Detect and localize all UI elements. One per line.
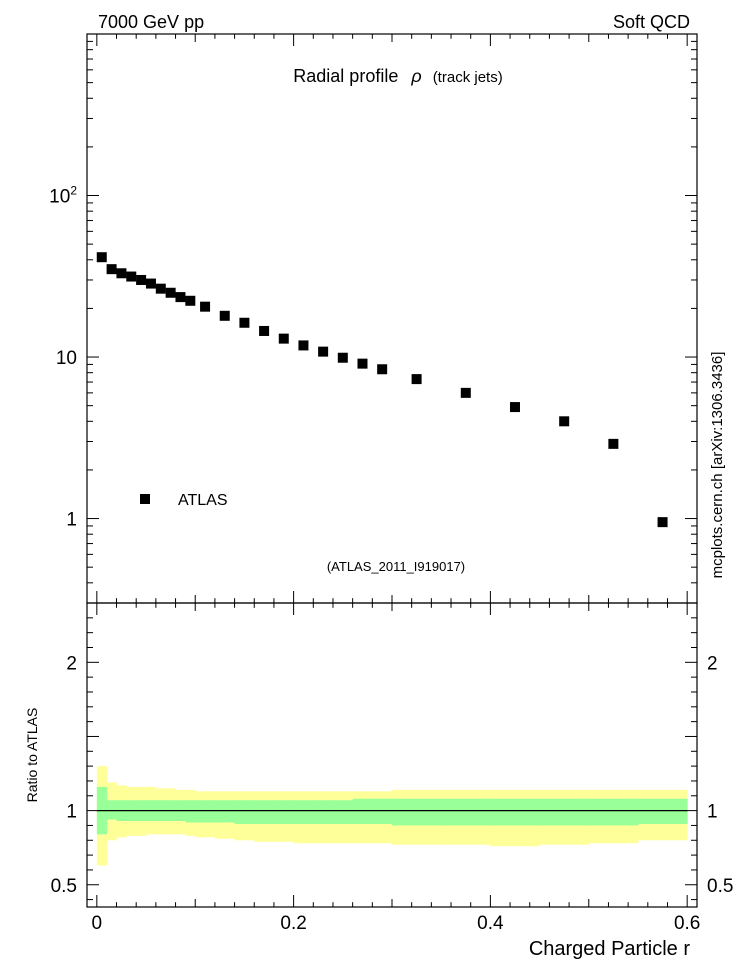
- data-point: [239, 317, 250, 328]
- ratio-y-ticks: 0.5 0.5 1 1 2 2: [51, 617, 733, 901]
- ratio-y-tick-label-right: 0.5: [707, 876, 733, 897]
- main-y-ticks: 1 10 102: [49, 40, 697, 604]
- ratio-band-inner: [313, 800, 334, 824]
- legend-marker: [140, 494, 150, 504]
- ratio-band-inner: [214, 800, 236, 823]
- data-point: [509, 402, 520, 413]
- ratio-band-inner: [588, 798, 639, 826]
- ratio-y-tick-label-right: 2: [707, 653, 718, 674]
- data-point: [318, 346, 329, 357]
- data-point: [96, 252, 107, 263]
- data-point: [278, 333, 289, 344]
- ratio-band-inner: [392, 798, 442, 826]
- data-point: [559, 416, 570, 427]
- data-point: [200, 301, 211, 312]
- ratio-bands: [96, 766, 688, 866]
- main-y-tick-label: 1: [66, 510, 77, 531]
- side-label: mcplots.cern.ch [arXiv:1306.3436]: [709, 352, 726, 579]
- x-tick-label: 0.2: [280, 913, 306, 934]
- x-tick-label: 0.4: [477, 913, 504, 934]
- ratio-y-tick-label-left: 2: [66, 653, 77, 674]
- data-point: [185, 295, 196, 306]
- data-point: [219, 310, 230, 321]
- data-point: [145, 278, 156, 289]
- main-y-tick-label: 102: [49, 184, 77, 208]
- data-point: [155, 283, 166, 294]
- ratio-frame: [86, 602, 698, 908]
- data-point: [337, 352, 348, 363]
- ratio-band-inner: [273, 800, 295, 824]
- ratio-y-tick-label-right: 1: [707, 802, 718, 823]
- ratio-band-inner: [332, 800, 354, 824]
- data-point: [357, 358, 368, 369]
- legend-label: ATLAS: [178, 492, 228, 509]
- header-left: 7000 GeV pp: [98, 12, 204, 32]
- main-x-ticks: [96, 34, 688, 603]
- data-point: [126, 271, 137, 282]
- chart-title-main: Radial profile: [293, 66, 398, 86]
- chart-title-sub: (track jets): [433, 69, 503, 86]
- data-point: [608, 438, 619, 449]
- analysis-label: (ATLAS_2011_I919017): [327, 559, 465, 574]
- data-points: [96, 252, 668, 528]
- header-right: Soft QCD: [613, 12, 690, 32]
- ratio-band-inner: [195, 800, 216, 823]
- ratio-x-ticks: 0 0.2 0.4 0.6: [92, 603, 700, 934]
- data-point: [136, 274, 147, 285]
- ratio-band-inner: [490, 798, 541, 826]
- chart-title: Radial profile ρ (track jets): [293, 66, 502, 86]
- x-axis-label: Charged Particle r: [529, 938, 691, 960]
- ratio-band-inner: [234, 800, 255, 824]
- chart-title-symbol: ρ: [410, 66, 421, 86]
- ratio-y-axis-label: Ratio to ATLAS: [24, 708, 40, 803]
- ratio-panel: 0.5 0.5 1 1 2 2 0 0.2 0.4 0.6: [51, 602, 733, 934]
- ratio-band-inner: [637, 798, 688, 824]
- ratio-band-inner: [254, 800, 275, 824]
- x-tick-label: 0: [92, 913, 103, 934]
- data-point: [411, 374, 422, 385]
- main-frame: [86, 33, 698, 604]
- data-point: [116, 268, 127, 279]
- x-tick-label: 0.6: [674, 913, 700, 934]
- ratio-band-inner: [539, 798, 590, 826]
- data-point: [298, 340, 309, 351]
- ratio-band-inner: [106, 800, 118, 820]
- ratio-y-tick-label-left: 1: [66, 802, 77, 823]
- ratio-band-inner: [372, 798, 393, 824]
- main-panel: 1 10 102 (ATLAS_2011_I919017) ATLAS: [49, 33, 698, 604]
- data-point: [460, 387, 471, 398]
- data-point: [259, 325, 270, 336]
- ratio-band-inner: [441, 798, 491, 826]
- data-point: [106, 264, 117, 275]
- data-point: [165, 287, 176, 298]
- data-point: [175, 292, 186, 303]
- data-point: [657, 517, 668, 528]
- main-y-tick-label: 10: [56, 348, 77, 369]
- ratio-band-inner: [185, 800, 196, 823]
- ratio-y-tick-label-left: 0.5: [51, 876, 77, 897]
- ratio-band-inner: [352, 798, 373, 824]
- data-point: [377, 364, 388, 375]
- ratio-band-inner: [293, 800, 314, 824]
